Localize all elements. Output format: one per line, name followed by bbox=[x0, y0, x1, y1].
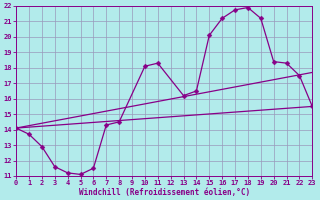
X-axis label: Windchill (Refroidissement éolien,°C): Windchill (Refroidissement éolien,°C) bbox=[79, 188, 250, 197]
